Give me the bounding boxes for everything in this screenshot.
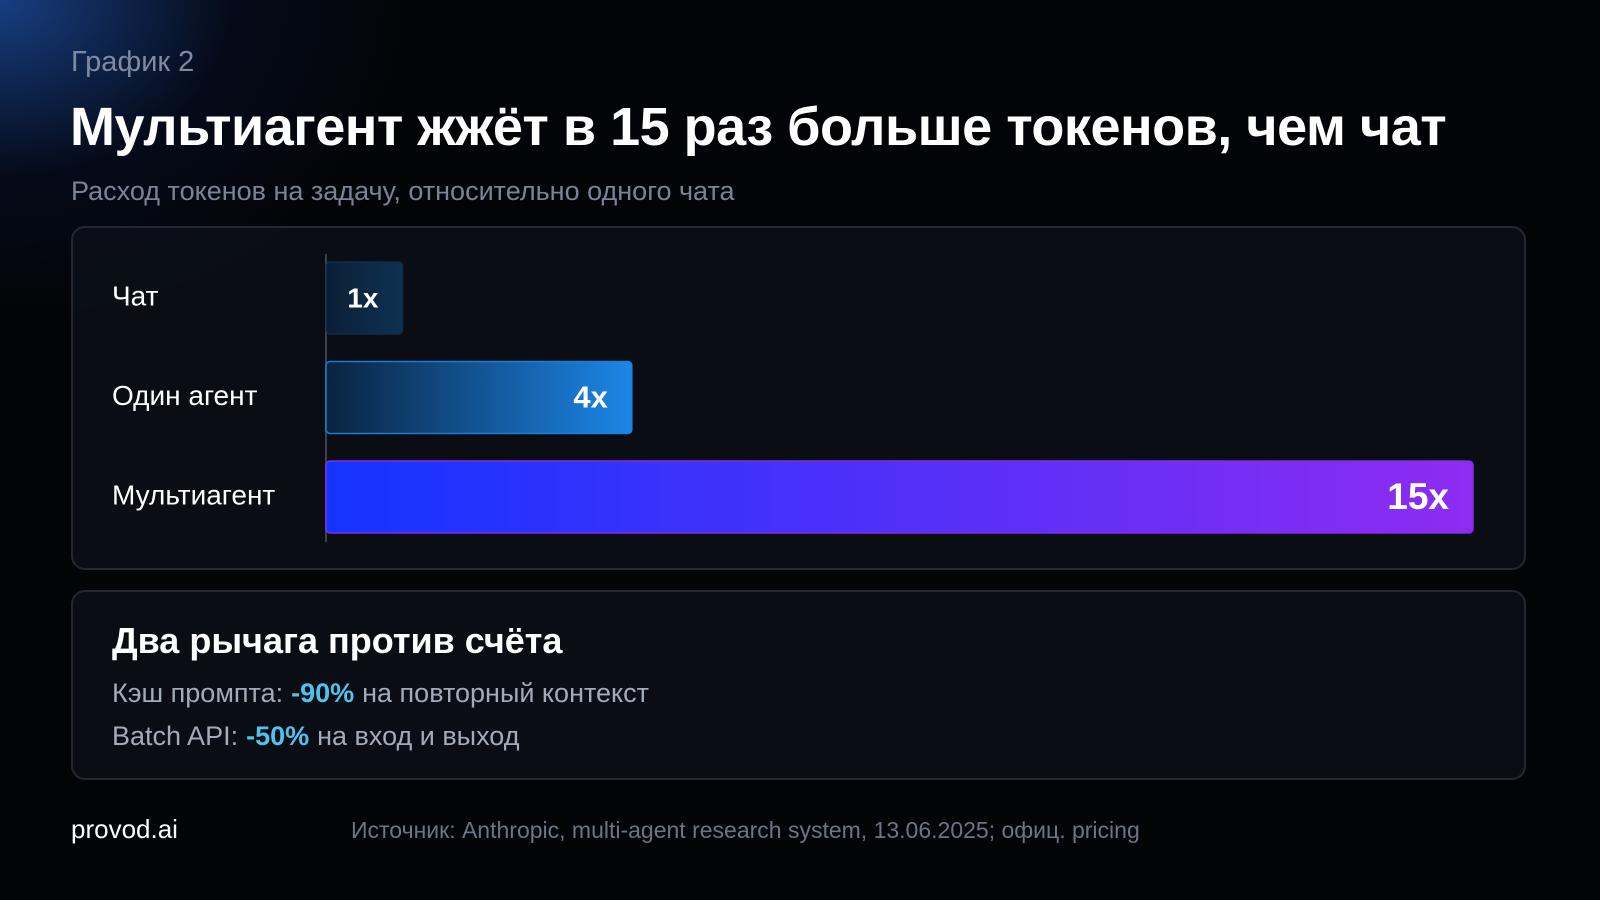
- note-highlight: -90%: [291, 678, 355, 708]
- note-label: Batch API:: [112, 721, 239, 751]
- note-line: Кэш промпта: -90% на повторный контекст: [112, 678, 649, 709]
- chart-panel: [71, 226, 1526, 570]
- note-line: Batch API: -50% на вход и выход: [112, 721, 519, 752]
- kicker: График 2: [71, 46, 195, 78]
- note-text: на вход и выход: [317, 721, 520, 751]
- notes-panel: [71, 590, 1526, 780]
- note-highlight: -50%: [246, 721, 310, 751]
- title: Мультиагент жжёт в 15 раз больше токенов…: [70, 97, 1447, 157]
- brand: provod.ai: [71, 814, 178, 844]
- note-text: на повторный контекст: [362, 678, 650, 708]
- notes-title: Два рычага против счёта: [112, 620, 563, 661]
- subtitle: Расход токенов на задачу, относительно о…: [71, 176, 735, 206]
- source: Источник: Anthropic, multi-agent researc…: [351, 817, 1140, 843]
- note-label: Кэш промпта:: [112, 678, 284, 708]
